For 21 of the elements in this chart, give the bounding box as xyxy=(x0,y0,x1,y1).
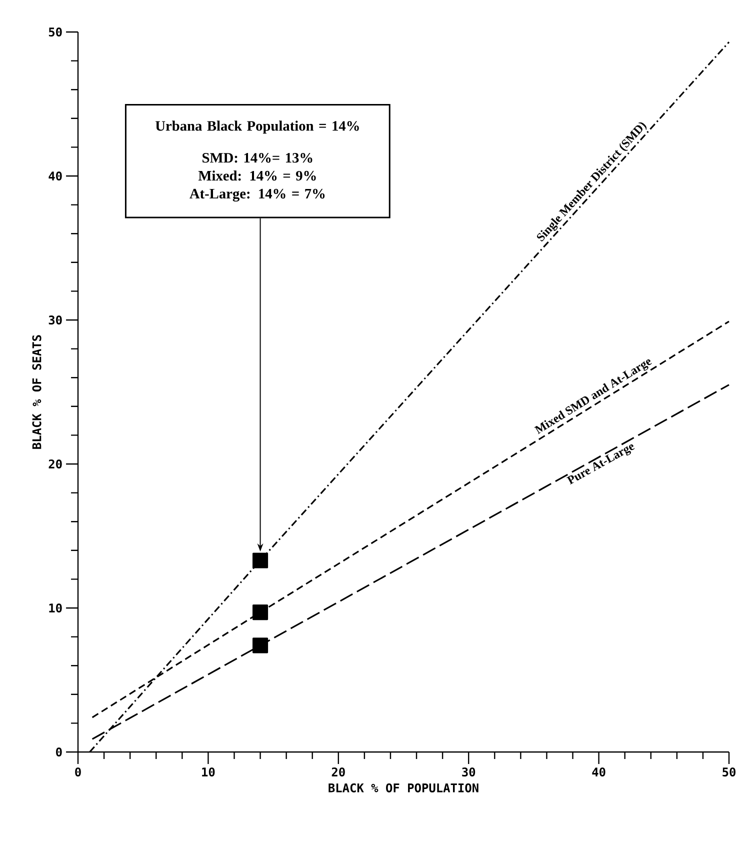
annotation: SMD: 14%= 13% xyxy=(202,152,312,163)
y-tick-label: 30 xyxy=(48,315,62,325)
y-tick-label: 40 xyxy=(48,171,62,181)
y-tick-label: 10 xyxy=(49,603,62,613)
y-tick-label: 20 xyxy=(48,459,62,469)
y-tick-label: 0 xyxy=(56,747,62,757)
x-tick-label: 50 xyxy=(722,767,736,777)
x-tick-label: 0 xyxy=(75,767,81,777)
point xyxy=(252,638,268,654)
annotation: Mixed: 14% = 9% xyxy=(198,170,316,181)
x-axis-title: BLACK % OF POPULATION xyxy=(328,783,478,792)
x-tick-label: 20 xyxy=(332,767,345,777)
point xyxy=(252,604,268,620)
x-tick-label: 30 xyxy=(462,767,476,777)
y-axis-title: BLACK % OF SEATS xyxy=(32,335,42,449)
x-tick-label: 10 xyxy=(202,767,215,777)
point xyxy=(252,552,268,568)
annotation: At-Large: 14% = 7% xyxy=(190,188,325,202)
annotation: Urbana Black Population = 14% xyxy=(156,120,359,134)
x-tick-label: 40 xyxy=(592,767,606,777)
y-tick-label: 50 xyxy=(48,27,62,37)
